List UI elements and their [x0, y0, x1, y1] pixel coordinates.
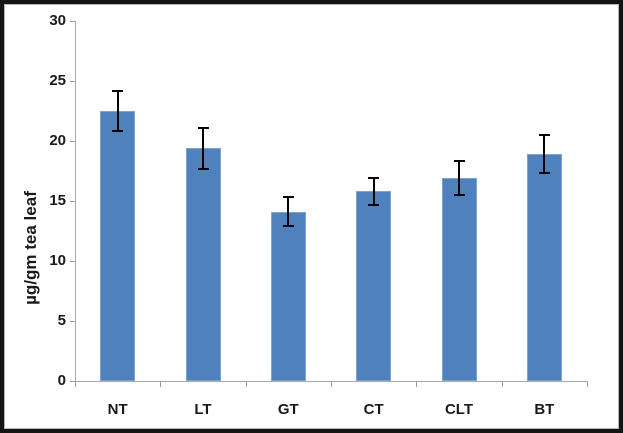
x-tick-mark: [501, 382, 503, 387]
error-cap-top-ct: [368, 177, 380, 180]
error-bar-ct: [372, 178, 375, 205]
error-cap-bottom-gt: [282, 225, 294, 228]
x-axis-line: [75, 381, 588, 382]
bar-ct: [356, 191, 392, 381]
y-tick-mark: [70, 381, 75, 382]
y-tick-mark: [70, 201, 75, 202]
x-tick-mark: [587, 382, 588, 387]
x-tick-mark: [75, 382, 76, 387]
error-cap-top-lt: [197, 126, 209, 129]
y-tick-label: 10: [49, 252, 66, 269]
x-tick-label-nt: NT: [107, 401, 128, 418]
y-axis-line: [75, 21, 76, 381]
y-tick-label: 25: [49, 72, 66, 89]
bar-bt: [526, 154, 562, 381]
x-tick-mark: [245, 382, 247, 387]
y-tick-mark: [70, 321, 75, 322]
x-tick-mark: [416, 382, 418, 387]
x-tick-label-gt: GT: [277, 401, 299, 418]
error-bar-gt: [287, 197, 290, 227]
y-tick-label: 5: [57, 312, 66, 329]
x-tick-mark: [160, 382, 162, 387]
error-bar-clt: [458, 161, 460, 195]
x-tick-label-clt: CLT: [444, 401, 474, 418]
y-tick-label: 20: [49, 132, 66, 149]
error-bar-bt: [543, 135, 546, 174]
x-tick-label-lt: LT: [194, 401, 212, 418]
chart-canvas: µg/gm tea leaf 0 5 10 15 20 25 30 NT LT GT CT CLT BT: [4, 4, 619, 429]
y-tick-mark: [70, 141, 75, 142]
y-tick-label: 0: [57, 372, 66, 389]
y-tick-mark: [70, 261, 75, 262]
y-tick-mark: [70, 81, 75, 82]
error-bar-lt: [202, 127, 204, 169]
x-tick-mark: [331, 382, 332, 387]
error-cap-bottom-clt: [453, 194, 465, 196]
error-cap-top-bt: [538, 134, 550, 136]
bar-clt: [441, 178, 477, 381]
x-tick-label-bt: BT: [534, 401, 555, 418]
bar-nt: [100, 111, 136, 381]
bar-lt: [185, 148, 221, 381]
error-cap-bottom-ct: [368, 203, 380, 206]
x-tick-label-ct: CT: [363, 401, 384, 418]
error-cap-top-gt: [282, 196, 294, 199]
y-tick-mark: [70, 21, 75, 22]
error-bar-nt: [116, 90, 119, 132]
error-cap-top-nt: [112, 89, 124, 92]
y-tick-label: 15: [49, 192, 66, 209]
bar-gt: [270, 211, 306, 381]
y-tick-label: 30: [49, 12, 66, 29]
error-cap-bottom-lt: [197, 167, 209, 170]
error-cap-bottom-bt: [538, 172, 550, 175]
error-cap-bottom-nt: [112, 130, 124, 133]
error-cap-top-clt: [453, 160, 465, 163]
